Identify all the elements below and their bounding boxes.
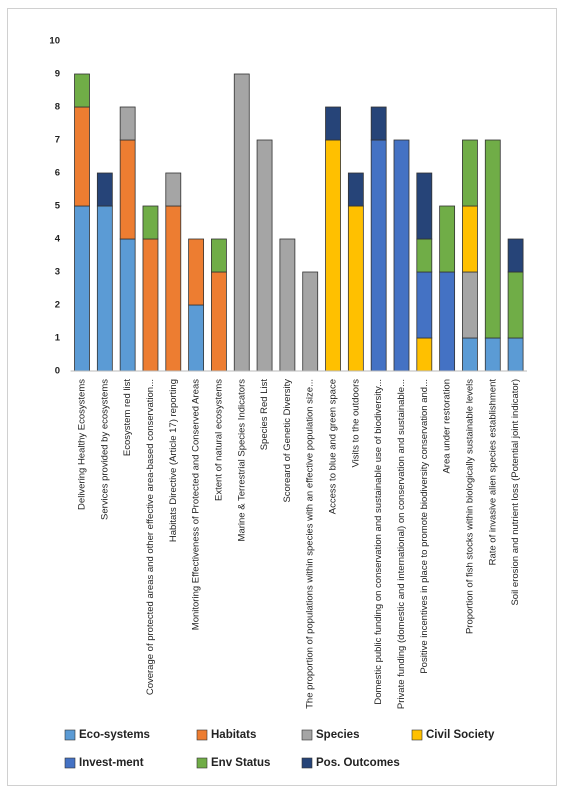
x-tick-label: Domestic public funding on conservation … — [373, 379, 384, 705]
bar-segment — [347, 172, 364, 207]
x-tick-label: Marine & Terrestrial Species Indicators — [236, 379, 247, 542]
y-tick-label: 3 — [55, 267, 60, 278]
bar-segment — [256, 139, 273, 372]
bar-segment — [142, 238, 159, 372]
legend-label: Pos. Outcomes — [316, 757, 400, 769]
bar-segment — [416, 337, 433, 372]
x-tick-label: Access to blue and green space — [328, 379, 339, 514]
x-tick-label: Coverage of protected areas and other ef… — [145, 379, 156, 695]
legend-label: Habitats — [211, 729, 256, 741]
y-tick-label: 5 — [55, 201, 61, 212]
bar-segment — [416, 271, 433, 339]
bar-segment — [347, 205, 364, 372]
x-tick-label: Visits to the outdoors — [350, 379, 361, 468]
bar-segment — [462, 205, 478, 273]
x-tick-label: Delivering Healthy Ecosystems — [77, 379, 88, 510]
x-tick-label: Private funding (domestic and internatio… — [396, 379, 407, 709]
x-tick-label: The proportion of populations within spe… — [305, 379, 316, 709]
legend-swatch — [64, 757, 76, 769]
bar-segment — [74, 205, 90, 372]
bar-segment — [370, 106, 387, 141]
legend-label: Civil Society — [426, 729, 495, 741]
y-tick-label: 8 — [55, 102, 60, 113]
bar-segment — [484, 139, 501, 339]
bar-segment — [74, 106, 90, 207]
x-tick-label: Services provided by ecosystems — [99, 379, 110, 520]
y-tick-label: 0 — [55, 366, 60, 377]
bar-segment — [279, 238, 296, 372]
bar-segment — [119, 238, 136, 372]
y-tick-label: 4 — [55, 234, 61, 245]
bar-segment — [507, 238, 524, 273]
bar-segment — [325, 106, 341, 141]
y-tick-label: 9 — [55, 69, 60, 80]
bar-segment — [507, 337, 524, 372]
bar-segment — [96, 205, 113, 372]
bar-segment — [484, 337, 501, 372]
bar-segment — [302, 271, 319, 372]
x-tick-label: Habitats Directive (Article 17) reportin… — [168, 379, 179, 542]
y-tick-label: 7 — [55, 135, 60, 146]
bar-segment — [188, 238, 205, 306]
legend-swatch — [301, 757, 313, 769]
bar-segment — [416, 238, 433, 273]
x-tick-label: Soil erosion and nutrient loss (Potentia… — [510, 379, 521, 606]
legend-label: Eco-systems — [79, 729, 150, 741]
bar-segment — [74, 73, 90, 108]
bar-segment — [165, 172, 182, 207]
bar-segment — [142, 205, 159, 240]
x-tick-label: Scoreard of Genetic Diversity — [282, 379, 293, 503]
y-tick-label: 1 — [55, 333, 61, 344]
bar-segment — [325, 139, 341, 372]
bar-segment — [439, 205, 456, 273]
x-tick-label: Extent of natural ecosystems — [213, 379, 224, 501]
bar-segment — [188, 304, 205, 372]
legend-label: Env Status — [211, 757, 270, 769]
x-tick-label: Monitoring Effectiveness of Protected an… — [191, 379, 202, 630]
x-labels: Delivering Healthy Ecosystems Services pr… — [77, 379, 522, 709]
bar-segment — [211, 238, 227, 273]
y-tick-label: 2 — [55, 300, 60, 311]
bar-segment — [96, 172, 113, 207]
x-tick-label: Ecosystem red list — [122, 379, 133, 456]
bar-segment — [165, 205, 182, 372]
bar-segment — [462, 271, 478, 339]
y-tick-label: 6 — [55, 168, 60, 179]
bar-segment — [119, 139, 136, 240]
legend-label: Invest-ment — [79, 757, 144, 769]
bar-segment — [119, 106, 136, 141]
frame — [7, 8, 557, 786]
bar-segment — [416, 172, 433, 240]
bar-segment — [507, 271, 524, 339]
bar-segment — [233, 73, 250, 372]
legend-swatch — [196, 729, 208, 741]
legend-swatch — [196, 757, 208, 769]
x-tick-label: Positive incentives in place to promote … — [419, 379, 430, 674]
legend-label: Species — [316, 729, 359, 741]
x-tick-label: Area under restoration — [442, 379, 453, 474]
bar-segment — [211, 271, 227, 372]
x-tick-label: Species Red List — [259, 379, 270, 451]
legend-swatch — [64, 729, 76, 741]
x-tick-label: Rate of invasive alien species establish… — [487, 379, 498, 566]
bar-segment — [393, 139, 410, 372]
bar-segment — [439, 271, 456, 372]
y-tick-label: 10 — [49, 36, 60, 47]
legend-swatch — [411, 729, 423, 741]
bar-segment — [370, 139, 387, 372]
legend-swatch — [301, 729, 313, 741]
bar-segment — [462, 139, 478, 207]
bar-segment — [462, 337, 478, 372]
x-tick-label: Proportion of fish stocks within biologi… — [464, 379, 475, 634]
